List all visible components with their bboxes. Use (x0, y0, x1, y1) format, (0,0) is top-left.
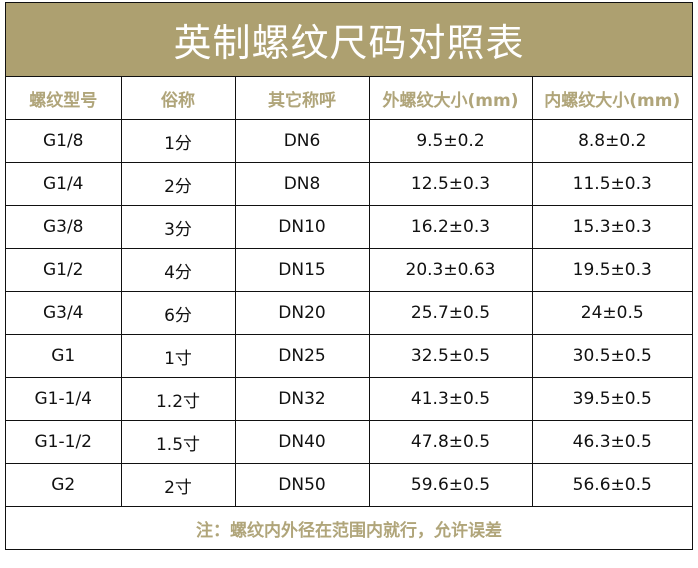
page-title: 英制螺纹尺码对照表 (6, 3, 692, 77)
table-cell: 9.5±0.2 (368, 119, 533, 163)
table-cell: 3分 (120, 205, 236, 249)
table-cell: 30.5±0.5 (531, 334, 692, 378)
table-cell: 11.5±0.3 (531, 162, 692, 206)
table-cell: 20.3±0.63 (368, 248, 533, 292)
table-cell: G3/4 (6, 291, 122, 335)
table-cell: DN15 (234, 248, 370, 292)
table-row: G1-1/2 1.5寸 DN40 47.8±0.5 46.3±0.5 (6, 420, 692, 464)
table-cell: G3/8 (6, 205, 122, 249)
table-cell: DN8 (234, 162, 370, 206)
thread-size-table-card: 英制螺纹尺码对照表 螺纹型号 俗称 其它称呼 外螺纹大小(mm) 内螺纹大小(m… (5, 2, 693, 550)
table-row: G1 1寸 DN25 32.5±0.5 30.5±0.5 (6, 334, 692, 378)
table-cell: DN50 (234, 463, 370, 507)
table-cell: 59.6±0.5 (368, 463, 533, 507)
table-row: G3/4 6分 DN20 25.7±0.5 24±0.5 (6, 291, 692, 335)
table-cell: 4分 (120, 248, 236, 292)
column-header: 其它称呼 (234, 77, 370, 120)
table-cell: DN10 (234, 205, 370, 249)
table-cell: G1-1/4 (6, 377, 122, 421)
table-row: G1-1/4 1.2寸 DN32 41.3±0.5 39.5±0.5 (6, 377, 692, 421)
column-header: 外螺纹大小(mm) (368, 77, 533, 120)
table-cell: 1寸 (120, 334, 236, 378)
table-cell: G1/4 (6, 162, 122, 206)
table-cell: 46.3±0.5 (531, 420, 692, 464)
table-cell: 25.7±0.5 (368, 291, 533, 335)
table-cell: G1/2 (6, 248, 122, 292)
table-cell: 24±0.5 (531, 291, 692, 335)
table-cell: 41.3±0.5 (368, 377, 533, 421)
table-cell: DN25 (234, 334, 370, 378)
table-cell: 47.8±0.5 (368, 420, 533, 464)
table-cell: 1.2寸 (120, 377, 236, 421)
table-row: G3/8 3分 DN10 16.2±0.3 15.3±0.3 (6, 205, 692, 249)
table-cell: DN20 (234, 291, 370, 335)
table-cell: 15.3±0.3 (531, 205, 692, 249)
table-cell: 39.5±0.5 (531, 377, 692, 421)
table-cell: 16.2±0.3 (368, 205, 533, 249)
table-row: G1/2 4分 DN15 20.3±0.63 19.5±0.3 (6, 248, 692, 292)
column-header: 内螺纹大小(mm) (531, 77, 692, 120)
table-cell: 6分 (120, 291, 236, 335)
table-cell: DN6 (234, 119, 370, 163)
footnote: 注：螺纹内外径在范围内就行，允许误差 (6, 506, 692, 549)
table-cell: 2寸 (120, 463, 236, 507)
table-cell: 2分 (120, 162, 236, 206)
column-header: 俗称 (120, 77, 236, 120)
table-cell: G2 (6, 463, 122, 507)
table-cell: 1.5寸 (120, 420, 236, 464)
table-cell: G1/8 (6, 119, 122, 163)
table-cell: DN40 (234, 420, 370, 464)
column-header: 螺纹型号 (6, 77, 122, 120)
table-row: G2 2寸 DN50 59.6±0.5 56.6±0.5 (6, 463, 692, 507)
table-cell: 56.6±0.5 (531, 463, 692, 507)
table-cell: DN32 (234, 377, 370, 421)
table-cell: G1-1/2 (6, 420, 122, 464)
table-cell: G1 (6, 334, 122, 378)
table-row: G1/8 1分 DN6 9.5±0.2 8.8±0.2 (6, 119, 692, 163)
table-cell: 32.5±0.5 (368, 334, 533, 378)
note-row: 注：螺纹内外径在范围内就行，允许误差 (6, 506, 692, 549)
table-header-row: 螺纹型号 俗称 其它称呼 外螺纹大小(mm) 内螺纹大小(mm) (6, 77, 692, 120)
table-cell: 1分 (120, 119, 236, 163)
table-cell: 19.5±0.3 (531, 248, 692, 292)
table-cell: 8.8±0.2 (531, 119, 692, 163)
table-row: G1/4 2分 DN8 12.5±0.3 11.5±0.3 (6, 162, 692, 206)
thread-size-table: 螺纹型号 俗称 其它称呼 外螺纹大小(mm) 内螺纹大小(mm) G1/8 1分 D… (6, 77, 692, 549)
table-cell: 12.5±0.3 (368, 162, 533, 206)
